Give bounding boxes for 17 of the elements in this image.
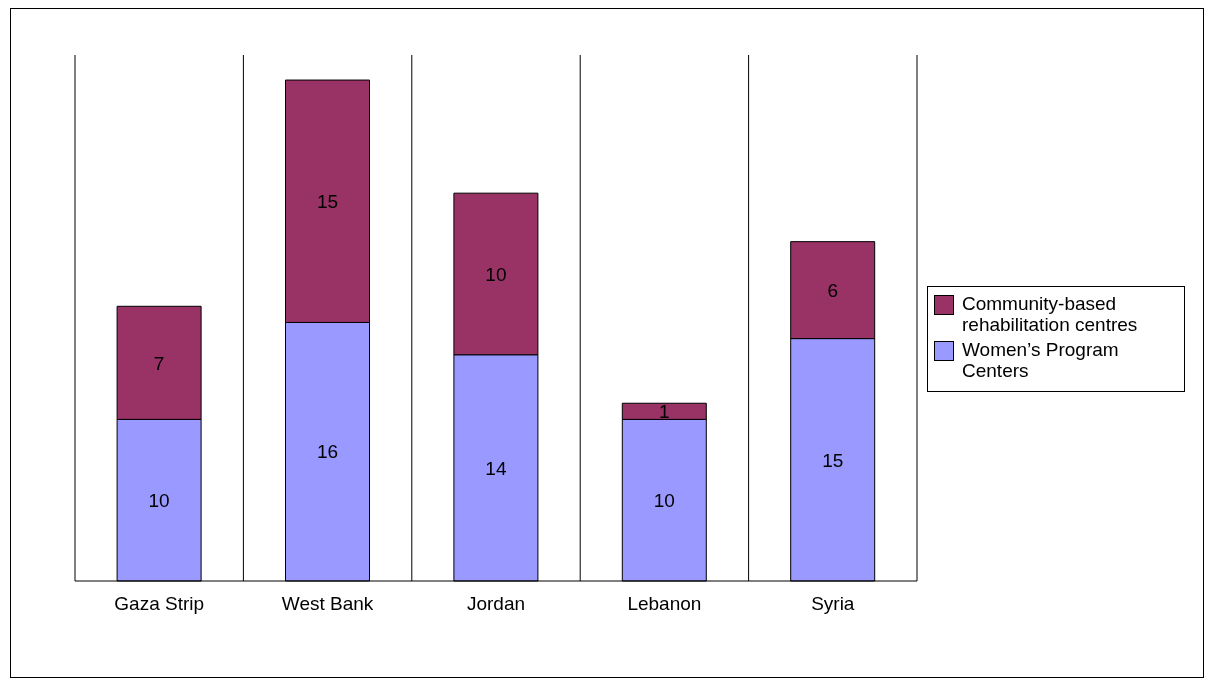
data-label: 15: [822, 449, 844, 471]
x-tick-label: Syria: [811, 593, 855, 615]
data-label: 14: [485, 457, 507, 479]
data-label: 7: [153, 352, 165, 374]
x-tick-label: Lebanon: [627, 593, 702, 615]
data-label: 10: [148, 489, 170, 511]
data-label: 16: [316, 441, 339, 463]
data-label: 15: [316, 190, 339, 212]
data-label: 10: [653, 489, 675, 511]
legend-label: Women’s Program Centers: [962, 339, 1120, 381]
x-tick-label: Jordan: [466, 593, 526, 615]
x-tick-label: West Bank: [281, 593, 374, 615]
data-label: 6: [827, 279, 838, 301]
legend-label: Community-based rehabilitation centres: [962, 293, 1139, 335]
data-label: 1: [659, 401, 670, 423]
x-tick-label: Gaza Strip: [114, 593, 205, 615]
data-label: 10: [485, 263, 507, 285]
